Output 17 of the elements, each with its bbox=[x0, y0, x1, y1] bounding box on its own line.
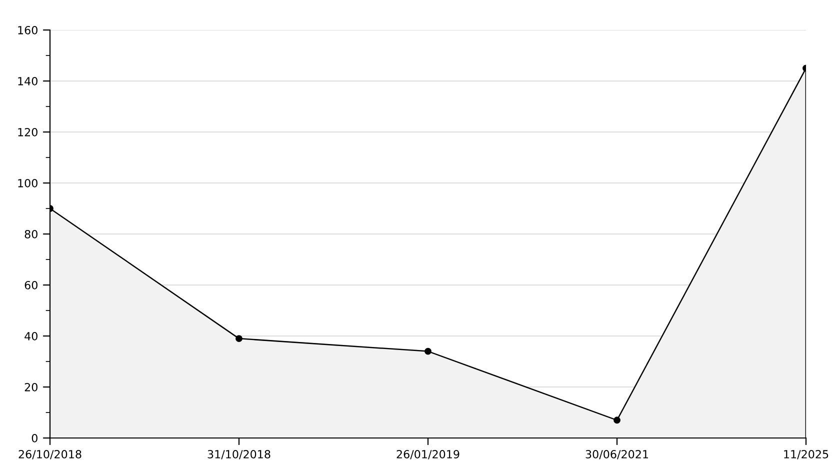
x-tick-label: 26/10/2018 bbox=[18, 450, 82, 460]
y-tick-label: 60 bbox=[24, 280, 38, 290]
y-tick-label: 80 bbox=[24, 230, 38, 238]
x-tick-label: 31/10/2018 bbox=[208, 450, 270, 460]
y-tick-label: 0 bbox=[32, 434, 38, 442]
x-tick-label: 30/06/2021 bbox=[586, 450, 648, 460]
x-tick-label: 11/2025 bbox=[784, 450, 828, 460]
y-tick-label: 20 bbox=[24, 382, 38, 392]
point bbox=[614, 416, 620, 424]
y-tick-label: 100 bbox=[18, 178, 38, 188]
y-tick-label: 140 bbox=[18, 76, 38, 86]
y-tick-label: 120 bbox=[18, 128, 38, 136]
y-tick-label: 160 bbox=[18, 26, 38, 34]
x-tick-label: 26/01/2019 bbox=[396, 450, 460, 460]
point bbox=[236, 335, 242, 342]
y-tick-label: 40 bbox=[24, 332, 38, 340]
point bbox=[424, 348, 432, 355]
